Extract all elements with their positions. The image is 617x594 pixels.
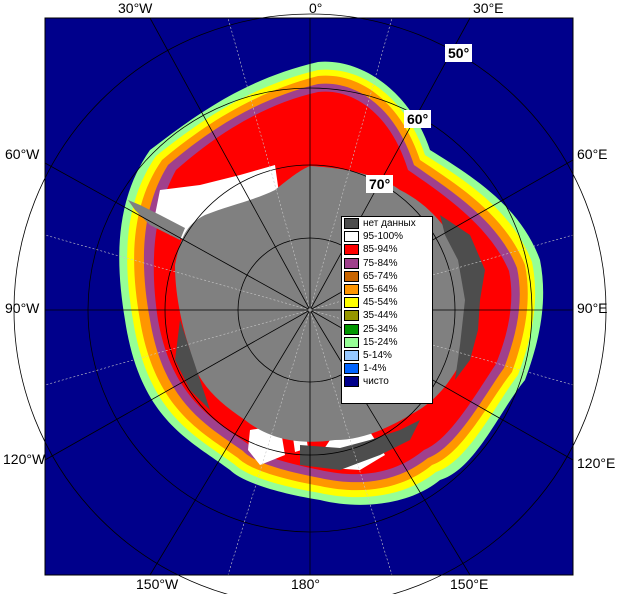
lon-label-30e: 30°E <box>473 0 504 16</box>
legend-swatch <box>344 297 359 309</box>
legend-label: 1-4% <box>363 363 387 375</box>
legend-label: 25-34% <box>363 323 398 335</box>
legend-swatch <box>344 270 359 282</box>
legend-item: 85-94% <box>342 243 432 256</box>
legend-label: 5-14% <box>363 349 392 361</box>
legend-swatch <box>344 257 359 269</box>
legend-label: 65-74% <box>363 270 398 282</box>
lat-label-70: 70° <box>366 175 394 193</box>
legend-item: 1-4% <box>342 362 432 375</box>
legend-swatch <box>344 244 359 256</box>
legend-swatch <box>344 310 359 322</box>
legend-item: 75-84% <box>342 257 432 270</box>
lon-label-180: 180° <box>291 576 320 592</box>
legend-label: 75-84% <box>363 257 398 269</box>
legend-label: 15-24% <box>363 336 398 348</box>
map-frame <box>44 17 574 576</box>
legend-label: 85-94% <box>363 244 398 256</box>
lon-label-150e: 150°E <box>450 576 489 592</box>
legend-label: 35-44% <box>363 310 398 322</box>
legend-swatch <box>344 283 359 295</box>
legend-swatch <box>344 363 359 375</box>
lat-label-60: 60° <box>404 110 432 128</box>
legend-item: 25-34% <box>342 323 432 336</box>
no-data-coast-west <box>175 320 210 410</box>
lon-label-120w: 120°W <box>3 451 46 467</box>
legend-item: чисто <box>342 375 432 388</box>
legend-label: 95-100% <box>363 231 404 243</box>
legend-item: 15-24% <box>342 336 432 349</box>
antarctic-peninsula <box>128 200 185 240</box>
legend-swatch <box>344 218 359 229</box>
lon-label-30w: 30°W <box>118 0 153 16</box>
legend-label: 45-54% <box>363 297 398 309</box>
legend-item: 5-14% <box>342 349 432 362</box>
lon-label-60w: 60°W <box>5 146 40 162</box>
lon-label-120e: 120°E <box>577 455 616 471</box>
legend-item: 45-54% <box>342 296 432 309</box>
graticule <box>13 13 607 594</box>
legend-item: нет данных <box>342 217 432 230</box>
lon-label-0: 0° <box>309 0 323 16</box>
no-data-coast-east <box>440 215 485 380</box>
legend-item: 35-44% <box>342 309 432 322</box>
legend-label: 55-64% <box>363 283 398 295</box>
lon-label-90e: 90°E <box>577 300 608 316</box>
legend-swatch <box>344 323 359 335</box>
lon-label-150w: 150°W <box>136 576 179 592</box>
lon-label-90w: 90°W <box>5 300 40 316</box>
legend-label: чисто <box>363 376 389 388</box>
legend-item: 65-74% <box>342 270 432 283</box>
lon-label-60e: 60°E <box>577 146 608 162</box>
legend: нет данных 95-100% 85-94% 75-84% 65-74% 55-64… <box>341 216 433 404</box>
no-data-coast-south <box>300 420 420 470</box>
legend-swatch <box>344 376 359 388</box>
legend-label: нет данных <box>363 218 416 229</box>
legend-swatch <box>344 336 359 348</box>
legend-swatch <box>344 231 359 243</box>
legend-swatch <box>344 349 359 361</box>
legend-item: 95-100% <box>342 230 432 243</box>
lat-label-50: 50° <box>445 44 473 62</box>
legend-item: 55-64% <box>342 283 432 296</box>
